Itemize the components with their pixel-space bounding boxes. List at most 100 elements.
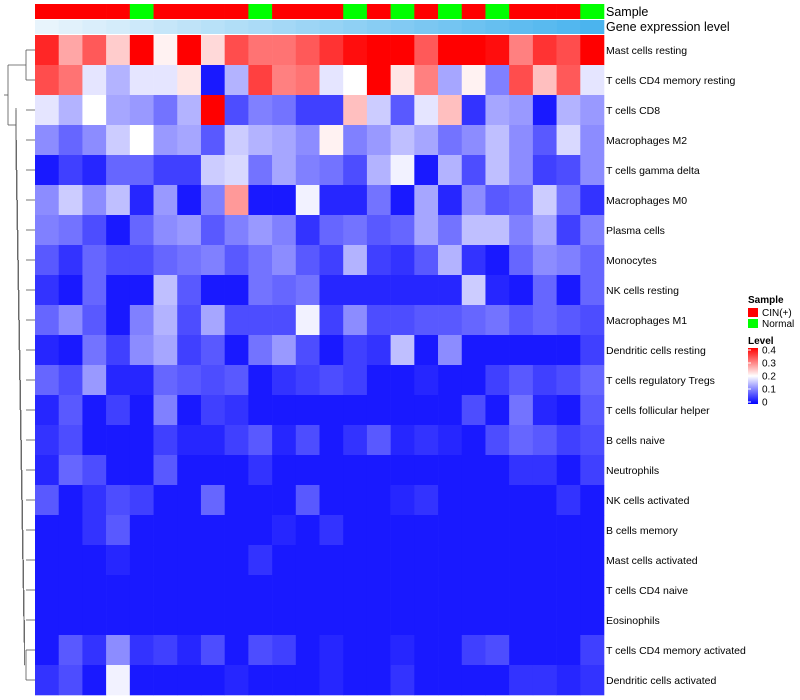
heatmap-cell (532, 365, 557, 396)
heatmap-cell (224, 365, 249, 396)
heatmap-cell (106, 155, 131, 186)
heatmap-cell (343, 545, 368, 576)
heatmap-cell (461, 425, 486, 456)
level-legend-title: Level (748, 336, 774, 347)
heatmap-cell (200, 95, 225, 126)
heatmap-cell (35, 95, 60, 126)
heatmap-cell (319, 515, 344, 546)
heatmap-cell (224, 155, 249, 186)
heatmap-cell (438, 275, 463, 306)
heatmap-cell (295, 665, 320, 696)
heatmap-cell (200, 215, 225, 246)
heatmap-cell (319, 275, 344, 306)
gene-expression-annotation-cell (295, 20, 320, 34)
heatmap-cell (224, 485, 249, 516)
heatmap-cell (272, 425, 297, 456)
heatmap-cell (153, 365, 178, 396)
gene-expression-annotation-cell (248, 20, 273, 34)
heatmap-cell (532, 185, 557, 216)
heatmap-cell (248, 215, 273, 246)
heatmap-cell (580, 485, 605, 516)
heatmap-cell (177, 215, 202, 246)
heatmap-cell (272, 605, 297, 636)
row-label: Dendritic cells activated (606, 675, 716, 687)
heatmap-cell (485, 455, 510, 486)
heatmap-cell (343, 365, 368, 396)
heatmap-cell (485, 185, 510, 216)
heatmap-cell (272, 245, 297, 276)
heatmap-cell (485, 335, 510, 366)
heatmap-cell (295, 155, 320, 186)
heatmap-cell (319, 485, 344, 516)
heatmap-cell (248, 155, 273, 186)
heatmap-cell (35, 125, 60, 156)
heatmap-cell (200, 455, 225, 486)
heatmap-cell (556, 245, 581, 276)
heatmap-cell (200, 365, 225, 396)
sample-annotation-cell (509, 4, 534, 19)
heatmap-cell (319, 65, 344, 96)
heatmap-cell (58, 545, 83, 576)
heatmap-cell (129, 185, 154, 216)
heatmap-cell (390, 605, 415, 636)
sample-annotation-cell (414, 4, 439, 19)
heatmap-cell (485, 575, 510, 606)
heatmap-cell (200, 305, 225, 336)
heatmap-cell (532, 275, 557, 306)
heatmap-cell (129, 125, 154, 156)
heatmap-cell (35, 425, 60, 456)
heatmap-cell (224, 305, 249, 336)
heatmap-cell (319, 545, 344, 576)
gene-expression-annotation-cell (580, 20, 605, 34)
heatmap-cell (153, 35, 178, 66)
heatmap-cell (200, 665, 225, 696)
heatmap-cell (177, 605, 202, 636)
heatmap-cell (106, 665, 131, 696)
heatmap-cell (509, 95, 534, 126)
heatmap-cell (532, 155, 557, 186)
heatmap-cell (580, 125, 605, 156)
cin-legend-swatch (748, 308, 758, 317)
heatmap-cell (153, 245, 178, 276)
heatmap-cell (129, 215, 154, 246)
heatmap-cell (390, 335, 415, 366)
heatmap-cell (509, 125, 534, 156)
heatmap-cell (82, 425, 107, 456)
heatmap-cell (438, 185, 463, 216)
heatmap-cell (272, 125, 297, 156)
sample-annotation-cell (248, 4, 273, 19)
heatmap-cell (35, 575, 60, 606)
heatmap-cell (35, 245, 60, 276)
row-label: Mast cells resting (606, 45, 687, 57)
heatmap-cell (414, 305, 439, 336)
heatmap-cell (58, 485, 83, 516)
row-label: T cells CD4 memory resting (606, 75, 735, 87)
heatmap-cell (177, 95, 202, 126)
heatmap-cell (461, 575, 486, 606)
heatmap-cell (580, 245, 605, 276)
heatmap-cell (509, 35, 534, 66)
heatmap-cell (200, 245, 225, 276)
heatmap-cell (532, 665, 557, 696)
sample-annotation-cell (390, 4, 415, 19)
heatmap-cell (200, 545, 225, 576)
heatmap-cell (82, 545, 107, 576)
heatmap-cell (200, 335, 225, 366)
gene-expression-annotation-cell (319, 20, 344, 34)
heatmap-cell (295, 365, 320, 396)
heatmap-cell (177, 365, 202, 396)
heatmap-cell (390, 275, 415, 306)
heatmap-cell (461, 275, 486, 306)
heatmap-cell (461, 65, 486, 96)
heatmap-cell (532, 635, 557, 666)
heatmap-cell (485, 35, 510, 66)
heatmap-cell (532, 335, 557, 366)
heatmap-cell (82, 515, 107, 546)
heatmap-cell (414, 605, 439, 636)
heatmap-cell (106, 635, 131, 666)
heatmap-cell (129, 65, 154, 96)
heatmap-cell (319, 425, 344, 456)
heatmap-cell (35, 215, 60, 246)
heatmap-cell (295, 485, 320, 516)
heatmap-cell (509, 515, 534, 546)
